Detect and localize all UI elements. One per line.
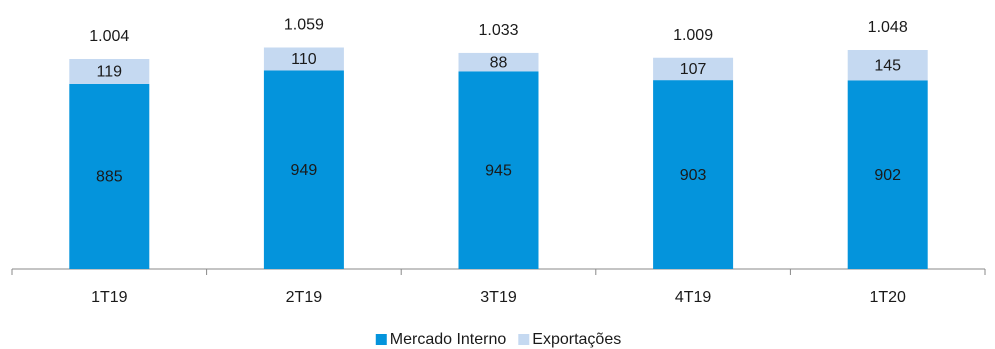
value-label: 885 [96,169,123,186]
total-label: 1.048 [868,19,908,36]
bar-segment [653,80,734,269]
legend-label: Exportações [532,331,621,348]
bar-segment [263,47,344,71]
x-tick-label: 3T19 [480,289,517,306]
legend-swatch [375,334,387,345]
x-tick-label: 1T20 [869,289,906,306]
value-label: 945 [485,162,512,179]
total-label: 1.033 [478,22,518,39]
value-label: 88 [490,54,508,71]
value-label: 110 [291,51,317,68]
legend-label: Mercado Interno [390,331,507,348]
bar-segment [847,50,928,81]
value-label: 145 [874,57,901,74]
legend-swatch [518,334,530,345]
bar-segment [458,52,539,72]
x-tick-label: 2T19 [286,289,323,306]
x-tick-label: 4T19 [675,289,712,306]
value-label: 902 [874,167,901,184]
total-label: 1.009 [673,27,713,44]
total-label: 1.004 [89,28,129,45]
bar-segment [69,83,150,269]
value-label: 107 [680,61,707,78]
bar-segment [263,70,344,270]
bar-segment [69,58,150,84]
x-tick-label: 1T19 [91,289,128,306]
bar-segment [458,71,539,270]
value-label: 949 [291,162,318,179]
total-label: 1.059 [284,17,324,34]
bar-segment [653,57,734,81]
value-label: 119 [97,64,123,81]
bar-segment [847,80,928,269]
value-label: 903 [680,167,707,184]
